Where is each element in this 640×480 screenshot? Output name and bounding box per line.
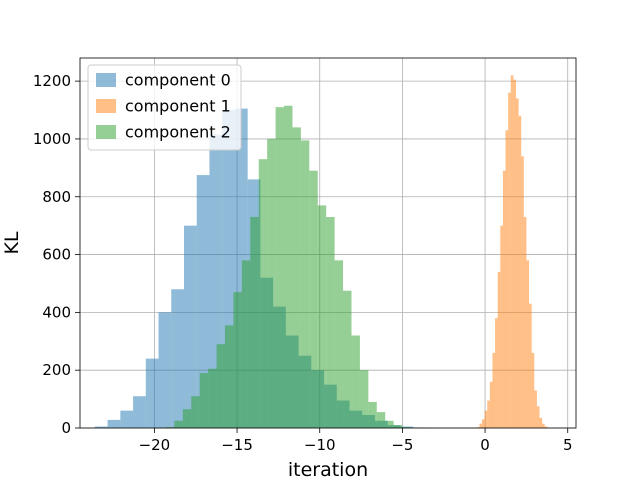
x-tick-label: 0 bbox=[480, 436, 490, 454]
histogram-bar bbox=[502, 170, 506, 428]
histogram-bar bbox=[224, 325, 234, 428]
y-axis-label: KL bbox=[1, 231, 23, 254]
histogram-bar bbox=[284, 105, 293, 428]
x-tick-label: 5 bbox=[563, 436, 573, 454]
histogram-bar bbox=[542, 423, 545, 428]
legend-swatch-component-2 bbox=[96, 125, 116, 139]
histogram-bar bbox=[476, 427, 480, 428]
histogram-bar bbox=[529, 303, 532, 428]
histogram-bar bbox=[250, 216, 259, 428]
histogram-bar bbox=[120, 410, 134, 428]
histogram-bar bbox=[275, 107, 285, 428]
histogram-bar bbox=[343, 290, 352, 428]
histogram-bar bbox=[376, 412, 386, 428]
histogram-bar bbox=[241, 260, 251, 428]
histogram-bar bbox=[208, 368, 217, 428]
histogram-bar bbox=[216, 344, 225, 428]
histogram-bar bbox=[515, 98, 519, 428]
histogram-bar bbox=[393, 425, 403, 428]
y-tick-label: 400 bbox=[42, 303, 71, 321]
histogram-bars bbox=[94, 75, 548, 428]
histogram-bar bbox=[133, 396, 146, 428]
series-2-bars bbox=[165, 105, 411, 428]
histogram-bar bbox=[171, 289, 184, 428]
legend-swatch-component-1 bbox=[96, 99, 116, 113]
histogram-bar bbox=[309, 170, 318, 428]
axis-ticks: −20 −15 −10 −5 0 5 0 200 400 600 800 1000 1200 bbox=[33, 72, 573, 454]
histogram-bar bbox=[326, 216, 335, 428]
histogram-bar bbox=[489, 381, 493, 428]
histogram-bar bbox=[145, 358, 159, 428]
histogram-bar bbox=[334, 260, 344, 428]
histogram-bar bbox=[544, 426, 548, 428]
legend-swatch-component-0 bbox=[96, 73, 116, 87]
histogram-bar bbox=[267, 138, 276, 428]
histogram-bar bbox=[523, 216, 527, 428]
y-tick-label: 200 bbox=[42, 361, 71, 379]
histogram-bar bbox=[233, 292, 242, 428]
histogram-bar bbox=[182, 409, 192, 428]
y-tick-label: 0 bbox=[61, 419, 71, 437]
x-tick-label: −20 bbox=[139, 436, 171, 454]
histogram-bar bbox=[508, 92, 511, 428]
histogram-bar bbox=[484, 410, 488, 428]
histogram-bar bbox=[292, 127, 301, 428]
histogram-bar bbox=[183, 225, 197, 428]
histogram-bar bbox=[526, 260, 530, 428]
histogram-bar bbox=[158, 312, 172, 428]
histogram-bar bbox=[107, 419, 121, 428]
legend-label-component-0: component 0 bbox=[125, 71, 231, 90]
x-axis-label: iteration bbox=[288, 459, 368, 480]
histogram-bar bbox=[258, 159, 268, 428]
histogram-bar bbox=[94, 426, 108, 428]
y-tick-label: 800 bbox=[42, 188, 71, 206]
histogram-bar bbox=[510, 75, 514, 428]
histogram-bar bbox=[174, 420, 183, 428]
histogram-bar bbox=[191, 396, 200, 428]
plot-frame bbox=[79, 57, 577, 429]
histogram-bar bbox=[487, 400, 490, 428]
y-tick-label: 1000 bbox=[33, 130, 71, 148]
histogram-bar bbox=[536, 406, 540, 428]
x-tick-label: −5 bbox=[391, 436, 413, 454]
histogram-bar bbox=[513, 79, 516, 428]
histogram-bar bbox=[497, 271, 501, 428]
histogram-bar bbox=[385, 420, 394, 428]
x-tick-label: −10 bbox=[304, 436, 336, 454]
histogram-bar bbox=[351, 335, 360, 428]
histogram-bar bbox=[317, 205, 327, 428]
y-tick-label: 600 bbox=[42, 246, 71, 264]
histogram-bar bbox=[531, 352, 535, 428]
histogram-bar bbox=[518, 115, 522, 428]
histogram-bar bbox=[492, 352, 496, 428]
legend-label-component-2: component 2 bbox=[125, 123, 231, 142]
legend: component 0 component 1 component 2 bbox=[87, 64, 242, 151]
histogram-bar bbox=[368, 401, 377, 428]
histogram-bar bbox=[539, 417, 543, 428]
histogram-bar bbox=[534, 390, 537, 428]
histogram-bar bbox=[521, 156, 524, 428]
histogram-bar bbox=[479, 423, 483, 428]
histogram-bar bbox=[482, 419, 485, 428]
histogram-bar bbox=[165, 427, 175, 428]
y-tick-label: 1200 bbox=[33, 72, 71, 90]
legend-label-component-1: component 1 bbox=[125, 97, 231, 116]
histogram-bar bbox=[505, 130, 509, 428]
histogram-bar bbox=[500, 225, 503, 428]
histogram-bar bbox=[402, 427, 411, 428]
histogram-bar bbox=[199, 373, 209, 428]
histogram-bar bbox=[359, 370, 369, 428]
histogram-bar bbox=[196, 175, 210, 428]
x-tick-label: −15 bbox=[221, 436, 253, 454]
series-1-bars bbox=[476, 75, 548, 428]
legend-box bbox=[87, 64, 242, 151]
histogram-bar bbox=[495, 318, 498, 428]
histogram-bar bbox=[300, 140, 310, 428]
